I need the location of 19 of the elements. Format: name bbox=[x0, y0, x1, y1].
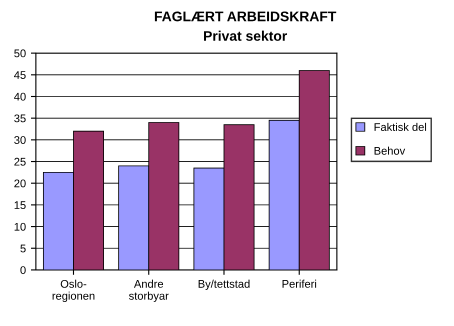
chart-title: FAGLÆRT ARBEIDSKRAFT bbox=[154, 11, 336, 22]
y-tick-label: 0 bbox=[20, 266, 26, 274]
legend-label: Faktisk del bbox=[374, 122, 426, 131]
y-tick-label: 10 bbox=[14, 222, 26, 231]
y-tick-label: 15 bbox=[14, 201, 26, 210]
x-tick-label: Periferi bbox=[282, 280, 316, 288]
y-tick-label: 35 bbox=[14, 114, 26, 122]
y-tick-label: 40 bbox=[14, 92, 26, 101]
y-tick-label: 30 bbox=[14, 136, 26, 144]
chart-subtitle: Privat sektor bbox=[204, 30, 288, 41]
y-tick-label: 20 bbox=[14, 179, 26, 188]
x-tick-label: Andre storbyar bbox=[128, 280, 169, 302]
y-tick-label: 5 bbox=[20, 244, 26, 252]
x-tick-label: Oslo- regionen bbox=[52, 280, 94, 302]
x-tick-label: By/tettstad bbox=[198, 280, 250, 290]
legend-label: Behov bbox=[374, 146, 406, 155]
y-tick-label: 45 bbox=[14, 71, 26, 79]
y-tick-label: 25 bbox=[14, 158, 26, 166]
y-tick-label: 50 bbox=[14, 49, 26, 58]
